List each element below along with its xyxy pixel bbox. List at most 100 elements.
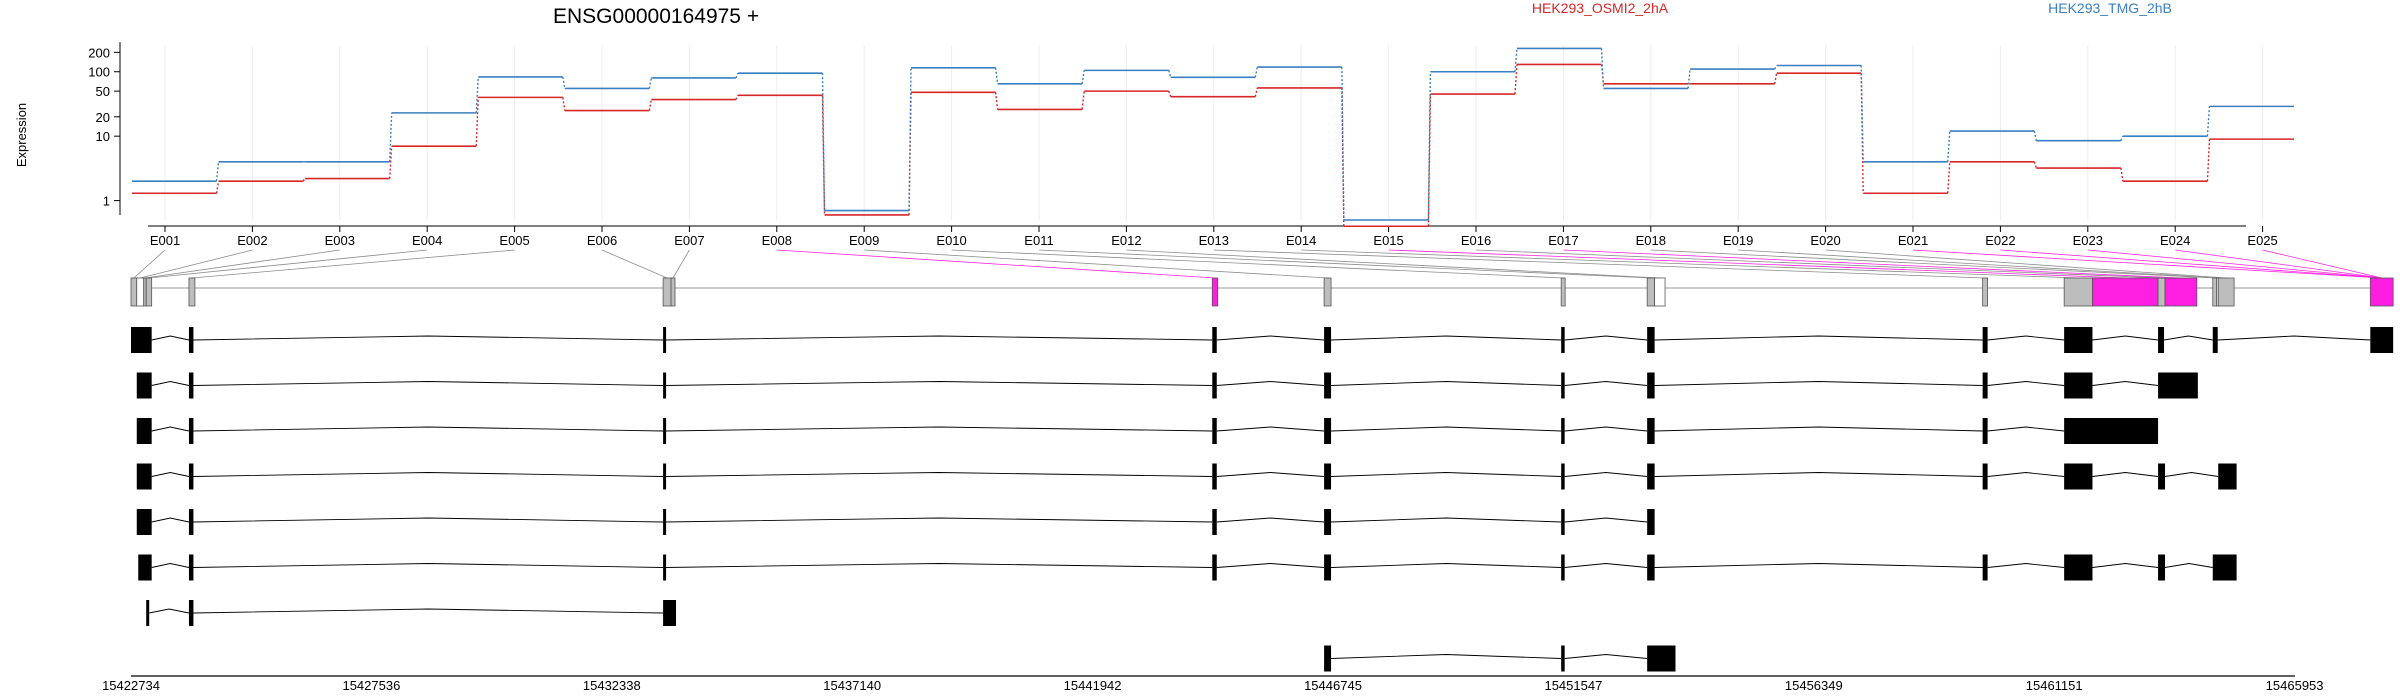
intron xyxy=(666,472,1213,477)
exon xyxy=(1324,327,1332,353)
series-step xyxy=(821,73,826,211)
y-tick-label: 1 xyxy=(103,194,110,209)
exon xyxy=(1647,645,1676,672)
bin-connector xyxy=(133,249,166,279)
x-tick-label: E005 xyxy=(499,233,529,248)
intron xyxy=(1987,426,2065,432)
transcript-tracks xyxy=(131,327,2394,672)
intron xyxy=(151,426,190,432)
exon xyxy=(2158,554,2166,581)
bin-connector xyxy=(864,249,1328,279)
bin-connector xyxy=(1388,249,2126,279)
exon-bin xyxy=(1211,277,1219,307)
exon xyxy=(136,463,152,490)
exon-bin xyxy=(1646,277,1656,307)
intron xyxy=(1564,517,1648,523)
exon xyxy=(1324,372,1332,399)
x-tick-label: E009 xyxy=(849,233,879,248)
exon xyxy=(136,509,152,535)
x-tick-label: E022 xyxy=(1985,233,2015,248)
legend-series-2: HEK293_TMG_2hB xyxy=(2048,0,2172,16)
bin-connector xyxy=(1912,249,2382,279)
exon xyxy=(1561,554,1565,581)
exon xyxy=(663,418,667,444)
exon xyxy=(1561,418,1565,444)
exon xyxy=(2064,372,2093,399)
x-tick-label: E025 xyxy=(2247,233,2277,248)
x-tick-label: E001 xyxy=(150,233,180,248)
bin-connector xyxy=(1126,249,1660,279)
exon xyxy=(2064,554,2093,581)
exon xyxy=(1324,509,1332,535)
exon xyxy=(1561,327,1565,353)
genomic-coordinate-axis: 15422734 15427536 15432338 15437140 15441942… xyxy=(102,675,2324,693)
exon xyxy=(663,327,667,353)
exon xyxy=(2064,327,2093,353)
series-step xyxy=(1341,67,1345,221)
exon-bin xyxy=(2092,277,2159,307)
series-step xyxy=(1774,65,1778,70)
series-step xyxy=(2033,130,2038,141)
legend-series-1: HEK293_OSMI2_2hA xyxy=(1532,0,1669,16)
intron xyxy=(2163,335,2213,341)
transcript-row xyxy=(131,327,2394,353)
y-axis-label: Expression xyxy=(14,103,29,167)
transcript-row xyxy=(136,418,2159,444)
series-step xyxy=(215,161,220,182)
transcript-row xyxy=(138,554,2237,581)
intron xyxy=(2164,472,2219,477)
intron xyxy=(1654,472,1983,477)
exon-bin-track xyxy=(130,277,2394,307)
intron xyxy=(149,608,190,614)
series-step xyxy=(648,99,653,111)
exon xyxy=(1982,554,1988,581)
series-step xyxy=(1687,68,1691,89)
x-tick-label: E014 xyxy=(1286,233,1316,248)
exon xyxy=(138,554,152,581)
intron xyxy=(1216,472,1325,477)
x-tick-label: E021 xyxy=(1898,233,1928,248)
exon xyxy=(1647,327,1655,353)
intron xyxy=(151,472,190,477)
intron xyxy=(2092,563,2159,568)
series-line-2 xyxy=(132,47,2294,221)
exon xyxy=(136,372,152,399)
exon xyxy=(1212,463,1217,490)
bin-connector xyxy=(2175,249,2382,279)
exon xyxy=(1324,554,1332,581)
exon-bin xyxy=(1982,277,1989,307)
x-tick-label: E004 xyxy=(412,233,442,248)
y-axis: 1 10 20 50 100 200 xyxy=(88,42,121,215)
y-tick-label: 20 xyxy=(96,110,110,125)
series-step xyxy=(2033,161,2037,169)
bin-connector xyxy=(951,249,1564,279)
bin-connector xyxy=(140,249,253,279)
series-step xyxy=(1081,91,1085,110)
exon xyxy=(2158,372,2198,399)
intron xyxy=(151,381,190,386)
bin-connector xyxy=(776,249,1216,279)
bin-connector xyxy=(1213,249,1986,279)
transcript-row xyxy=(136,509,1655,535)
series-step xyxy=(2120,135,2124,142)
series-step xyxy=(388,112,393,162)
intron xyxy=(1331,335,1562,341)
gridlines xyxy=(164,45,2264,220)
coordinate-label: 15456349 xyxy=(1785,678,1843,693)
bin-connector xyxy=(601,249,668,279)
coordinate-label: 15446745 xyxy=(1304,678,1362,693)
intron xyxy=(1564,426,1648,432)
intron xyxy=(1331,381,1562,386)
intron xyxy=(1216,517,1325,523)
series-lines xyxy=(132,47,2294,228)
exon xyxy=(1212,372,1217,399)
x-tick-label: E017 xyxy=(1548,233,1578,248)
series-step xyxy=(1254,87,1258,97)
exon xyxy=(1561,645,1565,672)
bin-connector xyxy=(1825,249,2227,279)
exon xyxy=(188,554,194,581)
intron xyxy=(1216,426,1325,432)
intron xyxy=(1564,381,1648,386)
intron xyxy=(193,472,664,477)
